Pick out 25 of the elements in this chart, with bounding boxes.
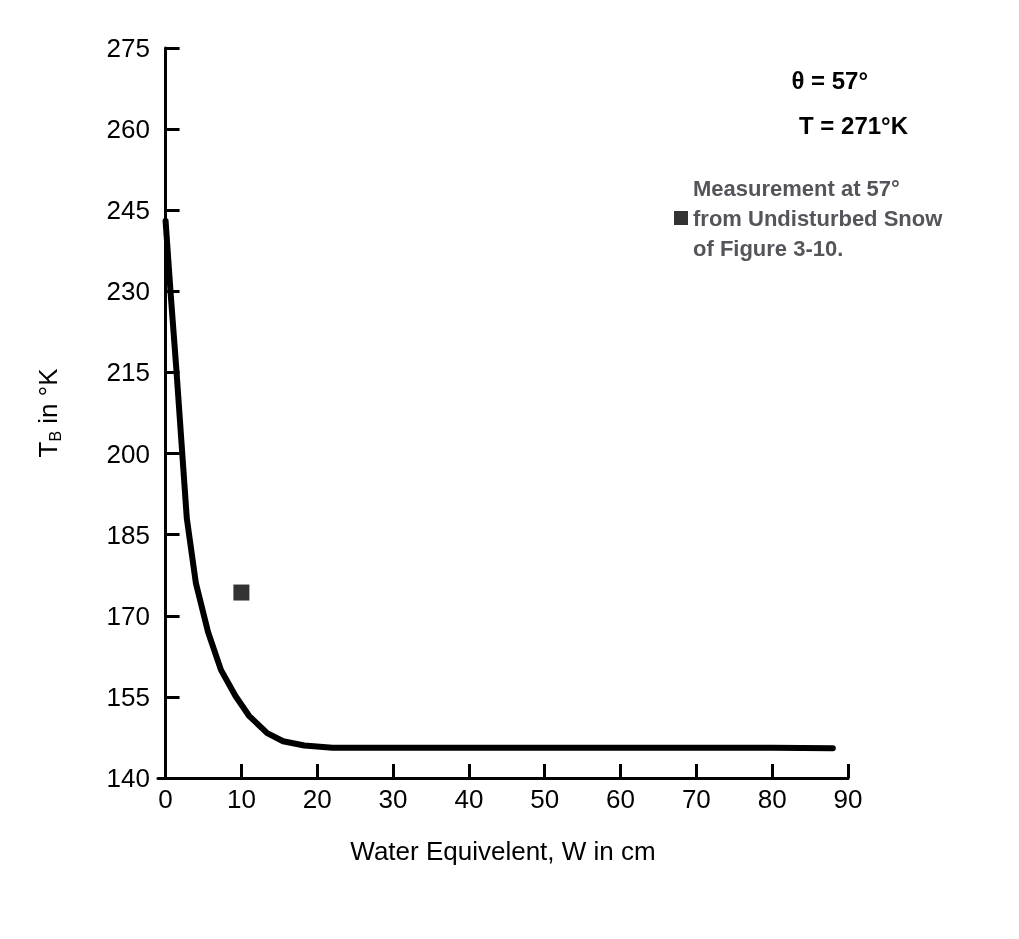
y-tick-label: 140 (106, 763, 150, 793)
x-tick-label: 0 (158, 784, 173, 814)
y-tick-label: 215 (106, 357, 150, 388)
y-tick-label: 245 (106, 195, 150, 226)
y-tick-label: 170 (106, 600, 150, 631)
y-tick-label: 260 (106, 114, 150, 145)
x-axis-title: Water Equivelent, W in cm (350, 836, 656, 866)
x-tick-label: 30 (378, 784, 408, 814)
x-tick-label: 10 (226, 784, 256, 814)
x-tick-label: 40 (454, 784, 484, 814)
y-axis-title: TB in °K (33, 367, 64, 458)
x-tick-label: 90 (833, 784, 863, 814)
annotation: θ = 57° (791, 66, 869, 94)
x-tick-label: 80 (757, 784, 787, 814)
x-tick-label: 20 (302, 784, 332, 814)
y-tick-label: 200 (106, 438, 150, 469)
x-tick-label: 70 (681, 784, 711, 814)
y-tick-label: 230 (106, 276, 150, 307)
annotation: T = 271°K (799, 111, 909, 139)
x-tick-label: 60 (606, 784, 635, 814)
legend-label: Measurement at 57° from Undisturbed Snow of Figure 3-10. (693, 175, 949, 261)
x-tick-label: 50 (530, 784, 560, 814)
y-tick-label: 155 (106, 681, 150, 712)
y-tick-label: 185 (106, 519, 150, 550)
y-tick-label: 275 (106, 33, 150, 63)
